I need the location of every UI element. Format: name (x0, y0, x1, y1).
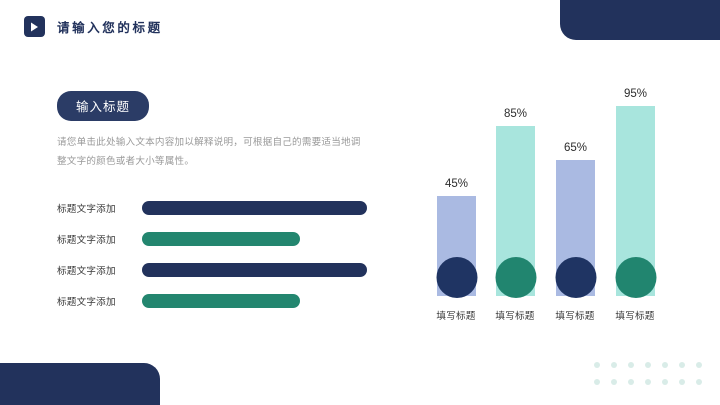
list-item-label: 标题文字添加 (57, 265, 116, 277)
corner-decoration-top-right (560, 0, 720, 40)
list-item-label: 标题文字添加 (57, 203, 116, 215)
dot (628, 362, 634, 368)
dot (679, 362, 685, 368)
dot (662, 379, 668, 385)
bar-base-circle (615, 257, 656, 298)
list-item-bar-track (142, 262, 367, 277)
list-item-label: 标题文字添加 (57, 234, 116, 246)
dot (628, 379, 634, 385)
dot (696, 379, 702, 385)
body-paragraph: 请您单击此处输入文本内容加以解释说明，可根据自己的需要适当地调整文字的颜色或者大… (57, 137, 361, 167)
bar-base-circle (555, 257, 596, 298)
list-item-bar-track (142, 200, 367, 215)
list-item-label: 标题文字添加 (57, 296, 116, 308)
dot (594, 379, 600, 385)
bar-chart: 45% 85% 65% 95% 填写标题 填写标题 (425, 60, 687, 325)
play-triangle-icon (24, 16, 45, 37)
dot (645, 379, 651, 385)
bar-category-label: 填写标题 (495, 311, 535, 322)
list-item: 标题文字添加 (57, 254, 367, 285)
corner-decoration-bottom-left (0, 363, 160, 405)
bar-category-label: 填写标题 (436, 311, 476, 322)
dot (594, 362, 600, 368)
page-title: 请输入您的标题 (57, 21, 163, 35)
bar-chart-plot: 45% 85% 65% 95% (425, 60, 687, 298)
list-item-bar (142, 293, 300, 308)
bar-category-label: 填写标题 (555, 311, 595, 322)
list-item-bar (142, 200, 367, 215)
bar-value-label: 95% (623, 88, 648, 100)
list-item-bar-track (142, 293, 367, 308)
list-item: 标题文字添加 (57, 192, 367, 223)
list-item: 标题文字添加 (57, 223, 367, 254)
list-item-bar (142, 262, 367, 277)
list-item-bar (142, 231, 300, 246)
dot (611, 379, 617, 385)
slide-header: 请输入您的标题 (24, 16, 163, 37)
bar-value-label: 85% (503, 108, 528, 120)
dot (679, 379, 685, 385)
section-badge: 输入标题 (57, 91, 150, 121)
list-item-bar-track (142, 231, 367, 246)
list-item: 标题文字添加 (57, 285, 367, 316)
dot (645, 362, 651, 368)
dot-grid-decoration (594, 362, 713, 396)
bar-category-label: 填写标题 (615, 311, 655, 322)
dot (696, 362, 702, 368)
dot (611, 362, 617, 368)
bar-base-circle (436, 257, 477, 298)
dot (662, 362, 668, 368)
bar-value-label: 45% (444, 178, 469, 190)
bar-value-label: 65% (563, 142, 588, 154)
bar-base-circle (495, 257, 536, 298)
progress-list: 标题文字添加 标题文字添加 标题文字添加 标题文字添加 (57, 192, 367, 316)
bar-chart-category-labels: 填写标题 填写标题 填写标题 填写标题 (425, 308, 687, 324)
